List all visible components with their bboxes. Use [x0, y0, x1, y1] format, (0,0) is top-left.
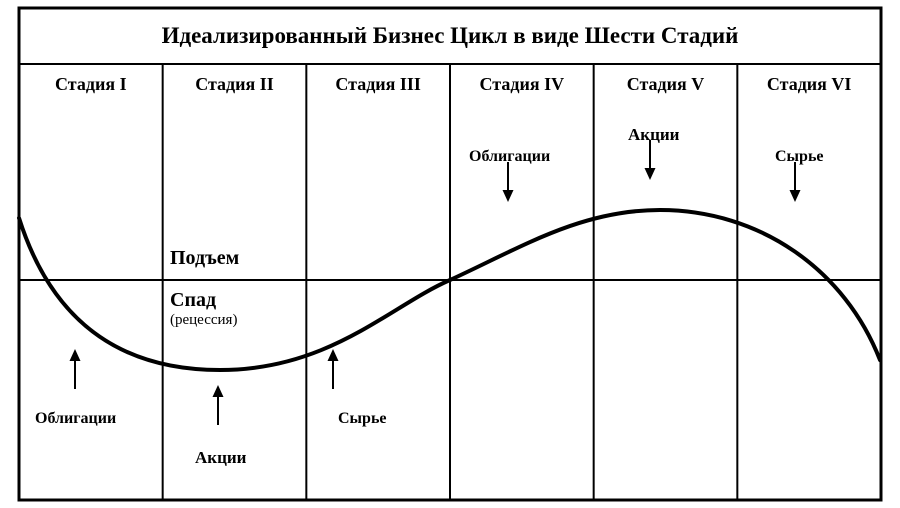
raw-bottom-arrow-icon — [328, 349, 339, 389]
stocks-top-label: Акции — [628, 125, 679, 145]
stocks-bottom-arrow-icon — [213, 385, 224, 425]
label-fall: Спад — [170, 289, 216, 312]
raw-top-label: Сырье — [775, 148, 824, 166]
raw-top-arrow-icon — [790, 162, 801, 202]
bonds-top-arrow-icon — [503, 162, 514, 202]
bonds-bottom-label: Облигации — [35, 410, 116, 428]
stage-header: Стадия IV — [450, 74, 594, 95]
stage-header: Стадия VI — [737, 74, 881, 95]
stage-header: Стадия I — [19, 74, 163, 95]
stage-header: Стадия III — [306, 74, 450, 95]
label-rise: Подъем — [170, 247, 239, 270]
stocks-bottom-label: Акции — [195, 448, 246, 468]
stage-header: Стадия V — [594, 74, 738, 95]
bonds-top-label: Облигации — [469, 148, 550, 166]
label-recession: (рецессия) — [170, 312, 237, 329]
diagram-title: Идеализированный Бизнес Цикл в виде Шест… — [19, 8, 881, 64]
stage-header: Стадия II — [163, 74, 307, 95]
stocks-top-arrow-icon — [645, 140, 656, 180]
bonds-bottom-arrow-icon — [70, 349, 81, 389]
raw-bottom-label: Сырье — [338, 410, 387, 428]
